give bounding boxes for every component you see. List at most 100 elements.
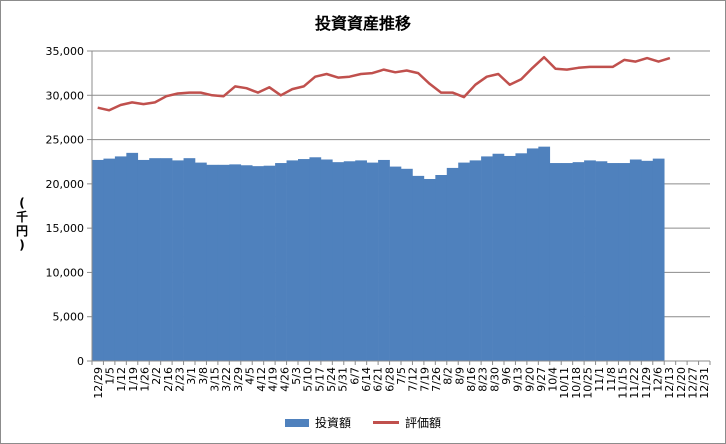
bar	[320, 159, 333, 361]
bar	[526, 148, 539, 361]
x-tick-label: 5/17	[313, 367, 326, 392]
bar	[492, 153, 505, 361]
x-tick-label: 5/3	[290, 367, 303, 385]
x-tick-label: 4/12	[255, 367, 268, 392]
x-tick-label: 7/12	[407, 367, 420, 392]
bar	[389, 166, 402, 361]
x-tick-label: 3/15	[208, 367, 221, 392]
y-axis-label-char: )	[19, 238, 25, 252]
x-tick-label: 3/1	[185, 367, 198, 385]
legend-item-investment: 投資額	[284, 414, 351, 431]
x-tick-label: 5/10	[302, 367, 315, 392]
bar	[137, 159, 150, 361]
bar	[332, 162, 345, 361]
x-tick-label: 12/20	[675, 367, 688, 399]
bar	[343, 161, 356, 361]
bar	[240, 165, 253, 361]
x-tick-label: 10/4	[547, 367, 560, 392]
x-tick-label: 2/23	[173, 367, 186, 392]
bar	[229, 164, 242, 361]
x-tick-label: 7/19	[418, 367, 431, 392]
x-tick-label: 12/27	[687, 367, 700, 399]
x-tick-label: 3/8	[197, 367, 210, 385]
bar	[515, 153, 528, 361]
bar	[378, 159, 390, 361]
bar	[286, 160, 299, 361]
x-tick-label: 11/1	[593, 367, 606, 392]
x-tick-label: 6/21	[372, 367, 385, 392]
bar	[618, 163, 631, 361]
bar	[584, 160, 596, 361]
bar	[309, 157, 322, 361]
x-tick-label: 10/18	[570, 367, 583, 399]
x-tick-label: 4/19	[267, 367, 280, 392]
bar	[401, 168, 413, 361]
legend-label-valuation: 評価額	[405, 416, 442, 430]
bar	[469, 160, 482, 361]
bar	[481, 156, 493, 361]
bar	[149, 158, 161, 361]
valuation-line	[97, 55, 671, 112]
y-tick-label: 0	[77, 355, 84, 368]
x-tick-label: 1/12	[115, 367, 128, 392]
bar	[641, 160, 654, 361]
bar	[423, 178, 436, 361]
y-tick-label: 5,000	[53, 311, 85, 324]
chart-title: 投資資産推移	[314, 14, 411, 33]
y-axis-label-char: 円	[15, 224, 28, 238]
legend: 投資額 評価額	[0, 414, 726, 431]
x-tick-label: 12/31	[698, 367, 711, 399]
x-tick-label: 5/31	[337, 367, 350, 392]
bar	[126, 152, 139, 361]
chart-plot: 0 5,000 10,000 15,000 20,000 25,000 30,000 35,0…	[46, 45, 712, 399]
bar	[263, 165, 276, 361]
bar	[252, 166, 264, 361]
bar	[172, 160, 184, 361]
x-tick-label: 1/26	[138, 367, 151, 392]
y-axis-label-char: 千	[15, 210, 28, 224]
bar	[572, 162, 585, 361]
x-tick-label: 2/16	[162, 367, 175, 392]
x-tick-label: 12/6	[652, 367, 665, 392]
x-tick-label: 8/23	[477, 367, 490, 392]
bar	[446, 167, 459, 361]
x-tick-label: 6/14	[360, 367, 373, 392]
bar	[504, 155, 516, 361]
bar	[275, 163, 287, 361]
axes	[87, 50, 711, 365]
x-tick-label: 8/9	[453, 367, 466, 385]
y-tick-labels: 0 5,000 10,000 15,000 20,000 25,000 30,000 35,0…	[46, 45, 85, 368]
x-tick-label: 3/29	[232, 367, 245, 392]
y-tick-label: 35,000	[46, 45, 85, 58]
legend-swatch-line	[373, 421, 399, 424]
x-tick-label: 10/25	[582, 367, 595, 399]
y-tick-label: 20,000	[46, 178, 85, 191]
x-tick-label: 11/15	[617, 367, 630, 399]
x-tick-label: 2/2	[150, 367, 163, 385]
x-tick-labels: 12/291/51/121/191/262/22/162/233/13/83/1…	[92, 367, 711, 399]
bar	[549, 163, 562, 361]
bar	[355, 160, 367, 361]
x-tick-label: 1/19	[127, 367, 140, 392]
x-tick-label: 9/13	[512, 367, 525, 392]
x-tick-label: 6/7	[348, 367, 361, 385]
x-tick-label: 9/20	[523, 367, 536, 392]
x-tick-label: 12/29	[92, 367, 105, 399]
bar	[298, 159, 310, 361]
x-tick-label: 4/26	[278, 367, 291, 392]
bar	[412, 175, 425, 361]
bar	[183, 158, 196, 361]
x-tick-label: 3/22	[220, 367, 233, 392]
bar	[629, 159, 642, 361]
x-tick-label: 1/5	[103, 367, 116, 385]
bar	[206, 164, 219, 361]
x-tick-label: 11/22	[628, 367, 641, 399]
legend-swatch-bar	[284, 418, 309, 427]
bar	[103, 158, 116, 361]
bar	[160, 158, 173, 361]
bar	[538, 146, 551, 361]
y-tick-label: 15,000	[46, 222, 85, 235]
legend-item-valuation: 評価額	[373, 414, 441, 431]
bar	[366, 162, 379, 361]
bar	[217, 164, 230, 361]
